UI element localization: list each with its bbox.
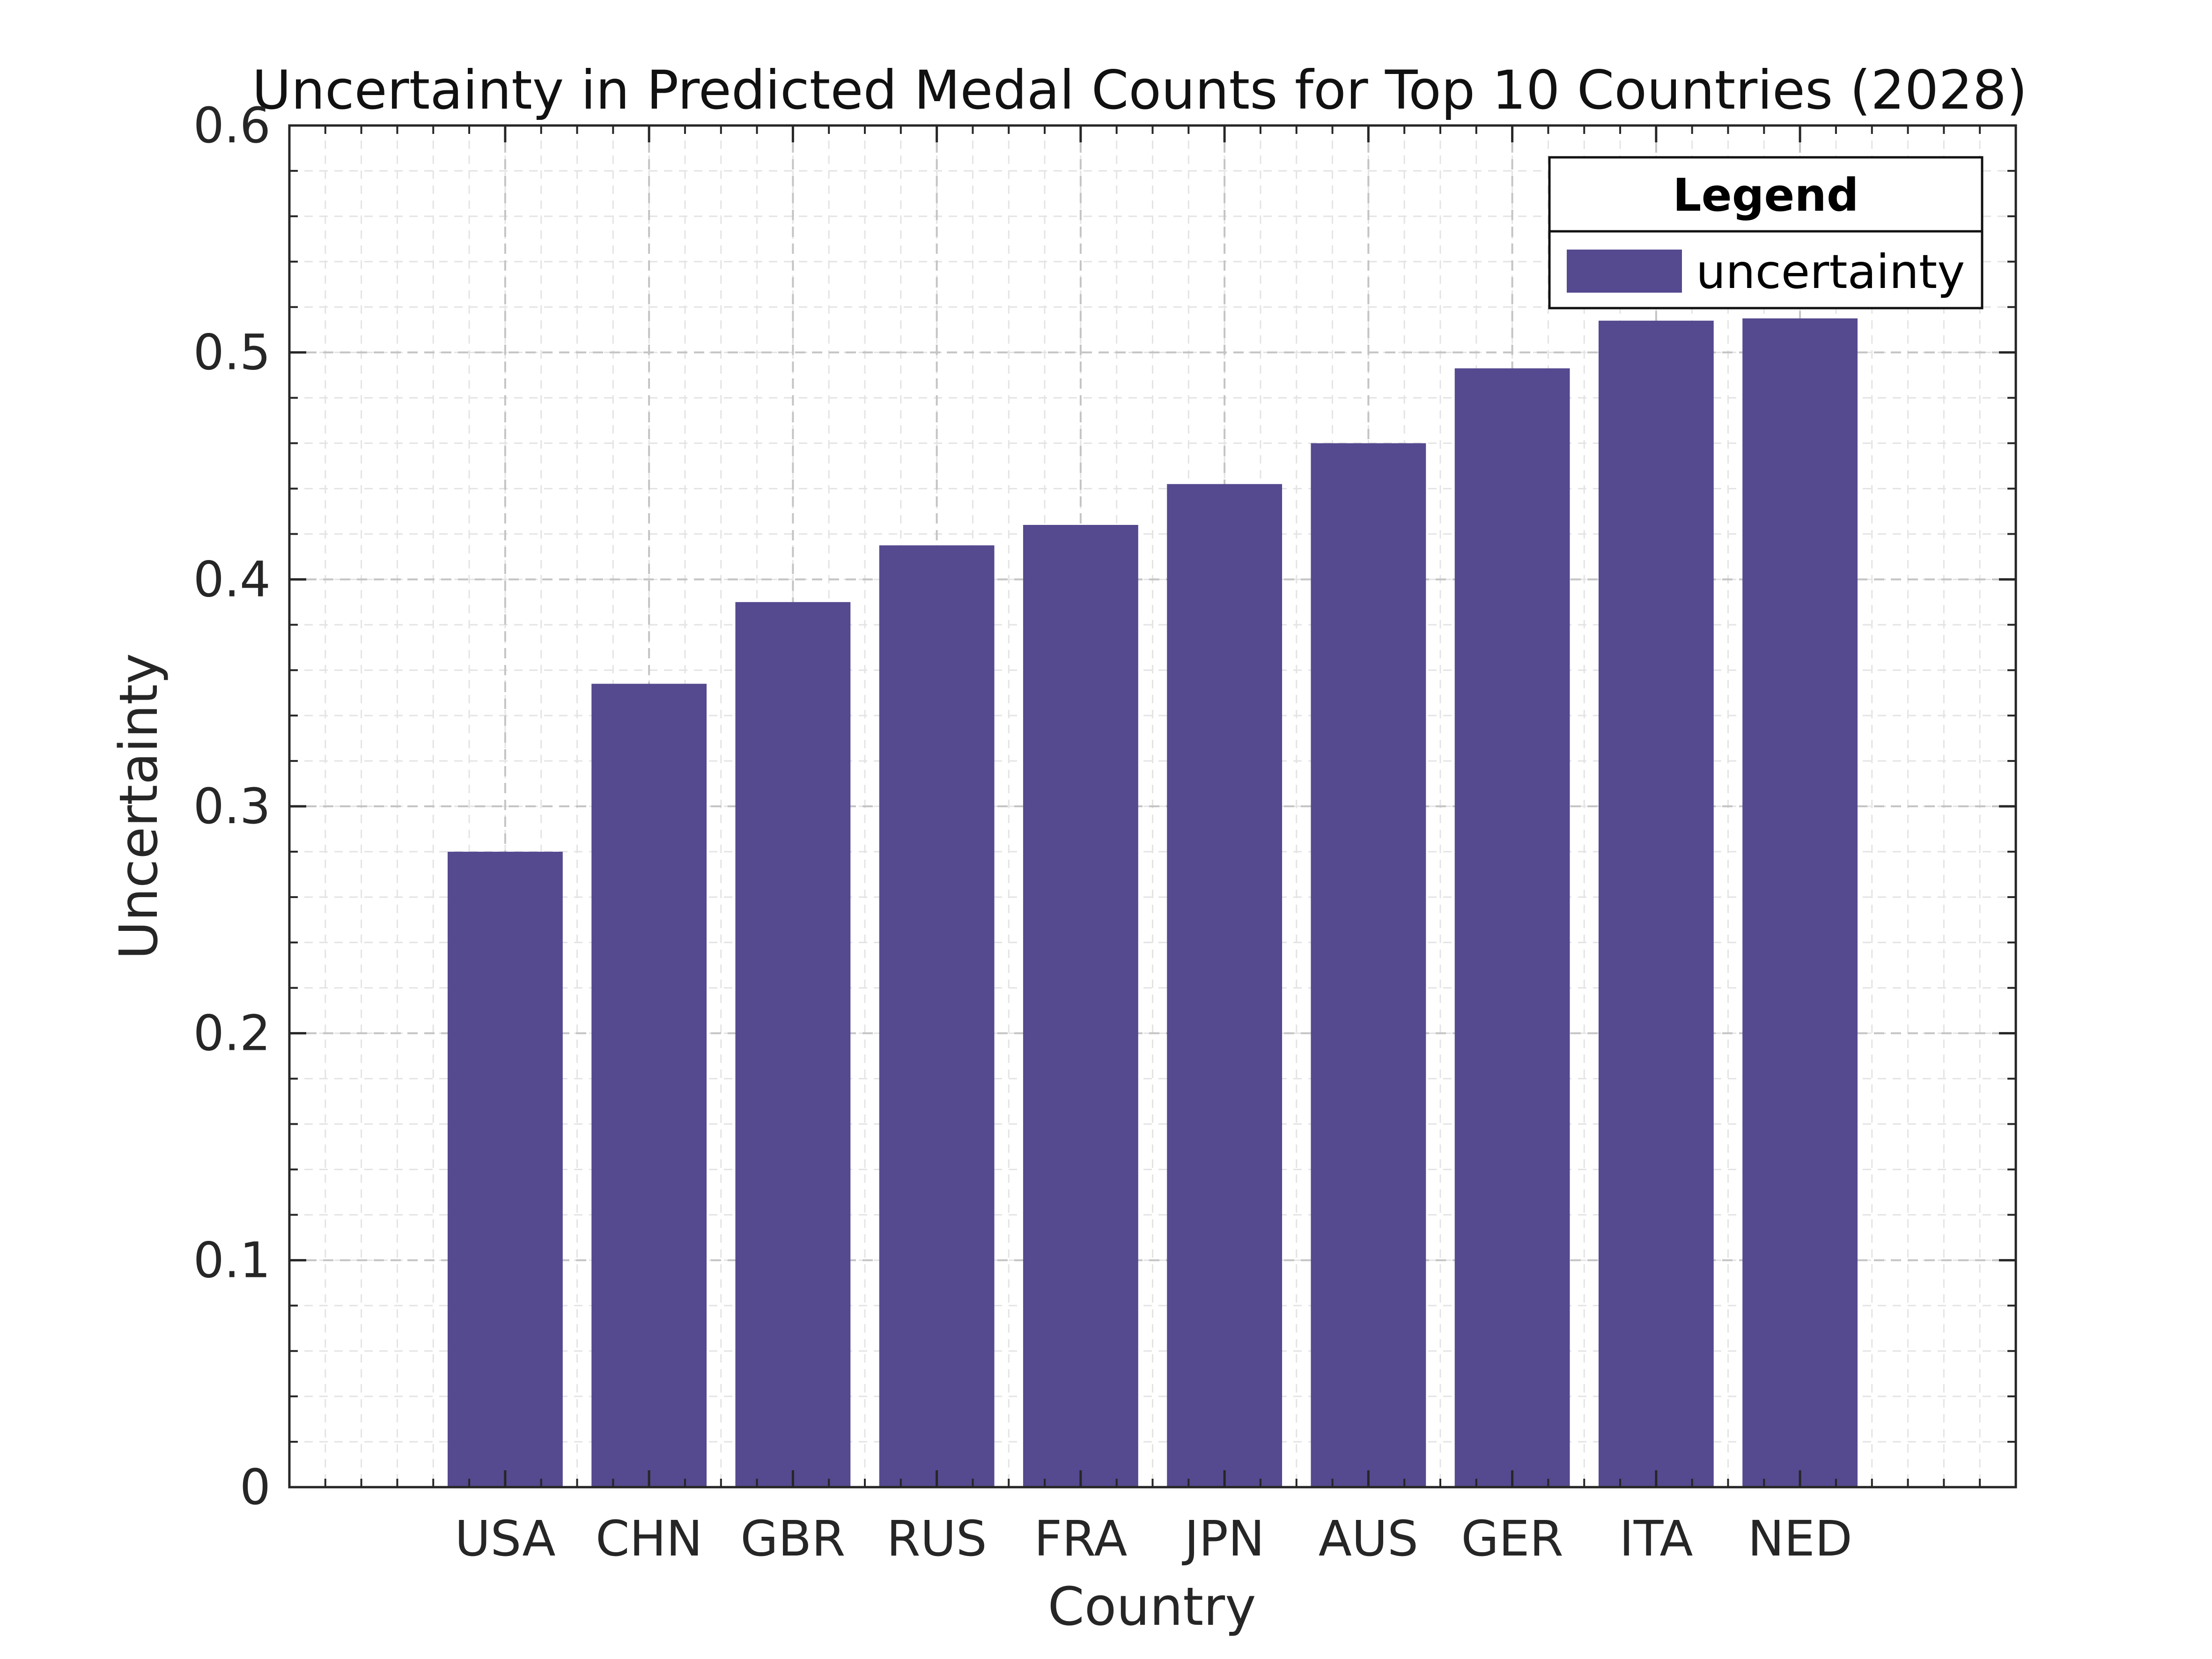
x-tick-label: FRA <box>1034 1510 1127 1567</box>
bar-jpn <box>1167 484 1283 1487</box>
legend-title: Legend <box>1673 169 1858 221</box>
bar-usa <box>447 851 563 1487</box>
x-tick-label: USA <box>455 1510 555 1567</box>
x-tick-label: CHN <box>596 1510 703 1567</box>
bars <box>447 318 1858 1488</box>
x-tick-label: GER <box>1461 1510 1563 1567</box>
legend: Legend uncertainty <box>1548 156 1983 310</box>
y-tick-label: 0.4 <box>193 551 271 608</box>
x-tick-label: ITA <box>1619 1510 1693 1567</box>
y-tick-label: 0.2 <box>193 1005 271 1062</box>
bar-ned <box>1742 318 1858 1487</box>
bar-chn <box>591 684 707 1487</box>
y-tick-label: 0.5 <box>193 324 271 381</box>
bar-aus <box>1311 443 1426 1488</box>
y-tick-label: 0.6 <box>193 97 271 154</box>
axis-ticks <box>289 124 2016 1489</box>
legend-swatch <box>1567 250 1682 293</box>
x-tick-label: AUS <box>1319 1510 1418 1567</box>
y-tick-label: 0.1 <box>193 1231 271 1289</box>
x-tick-label: GBR <box>740 1510 845 1567</box>
chart-title: Uncertainty in Predicted Medal Counts fo… <box>252 59 2027 121</box>
x-axis-label: Country <box>1048 1577 1256 1637</box>
y-axis-label: Uncertainty <box>109 653 170 959</box>
y-tick-labels: 0 0.1 0.2 0.3 0.4 0.5 0.6 <box>193 97 271 1516</box>
legend-entry-label: uncertainty <box>1696 244 1965 299</box>
x-tick-labels: USA CHN GBR RUS FRA JPN AUS GER ITA NED <box>455 1510 1852 1567</box>
x-tick-label: RUS <box>886 1510 987 1567</box>
bar-ita <box>1598 320 1714 1487</box>
bar-fra <box>1023 525 1138 1488</box>
bar-ger <box>1454 368 1570 1488</box>
bar-rus <box>879 545 995 1487</box>
x-tick-label: NED <box>1747 1510 1852 1567</box>
y-tick-label: 0 <box>240 1459 271 1516</box>
x-tick-label: JPN <box>1182 1510 1265 1567</box>
y-tick-label: 0.3 <box>193 778 271 835</box>
bar-gbr <box>735 602 851 1487</box>
